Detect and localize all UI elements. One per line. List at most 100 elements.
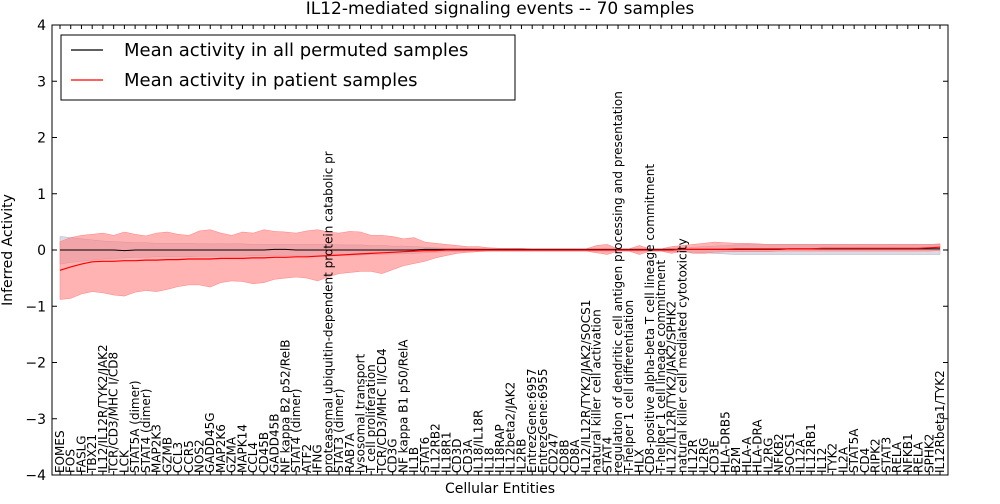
- x-tick-label: ATF2: [300, 444, 314, 473]
- x-tick-label: STAT5A: [847, 428, 861, 473]
- x-tick-label: IL1B: [407, 447, 421, 473]
- x-tick-label: GZMB: [160, 437, 174, 473]
- chart-title: IL12-mediated signaling events -- 70 sam…: [306, 0, 695, 19]
- x-tick-label: T-helper 1 cell differentiation: [622, 300, 636, 474]
- x-tick-label: HLA-DRA: [751, 419, 765, 473]
- x-tick-label: EOMES: [53, 430, 67, 473]
- y-tick-label: −1: [25, 299, 46, 315]
- x-tick-label: STAT6: [418, 437, 432, 473]
- x-tick-label: CD8B: [557, 440, 571, 474]
- x-tick-label: IL18: [482, 447, 496, 473]
- x-tick-label: SPHK2: [922, 434, 936, 473]
- x-tick-label: NF kappa B2 p52/RelB: [278, 339, 292, 473]
- x-tick-label: regulation of dendritic cell antigen pro…: [611, 91, 625, 473]
- x-tick-label: MAP2K6: [214, 424, 228, 473]
- confidence-band-2: [59, 229, 941, 300]
- x-tick-label: IL12/IL12R/TYK2/JAK2: [96, 344, 110, 473]
- x-tick-label: IL12beta2/JAK2: [504, 382, 518, 473]
- x-tick-label: T-helper 1 cell lineage commitment: [654, 260, 668, 474]
- x-tick-label: STAT4: [600, 437, 614, 473]
- x-tick-label: STAT5A (dimer): [128, 380, 142, 473]
- x-tick-label: IL12: [815, 448, 829, 474]
- y-axis-label: Inferred Activity: [0, 194, 16, 306]
- x-tick-label: IL2A: [836, 446, 850, 473]
- x-tick-label: STAT3 (dimer): [332, 389, 346, 473]
- x-tick-label: HLA-A: [740, 436, 754, 473]
- x-tick-label: T cell proliferation: [364, 364, 378, 474]
- x-tick-label: HLX: [633, 449, 647, 473]
- x-tick-label: IL2RG: [761, 438, 775, 474]
- x-tick-label: CD3G: [386, 438, 400, 473]
- y-tick-label: 0: [37, 243, 46, 259]
- x-tick-label: CD8-positive alpha-beta T cell lineage c…: [643, 164, 657, 473]
- x-tick-label: TYK2: [826, 443, 840, 474]
- x-tick-label: IL12RB2: [429, 423, 443, 473]
- x-tick-label: RAB7A: [343, 432, 357, 473]
- legend-entry: Mean activity in all permuted samples: [124, 40, 468, 61]
- x-tick-label: GADD45G: [203, 412, 217, 473]
- x-tick-label: EntrezGene:6955: [536, 369, 550, 474]
- plot-area: −4−3−2−101234EOMESFOSFASLGTBX21IL12/IL12…: [25, 18, 949, 484]
- x-tick-label: CCL4: [246, 442, 260, 473]
- x-tick-label: IL18/IL18R: [472, 410, 486, 473]
- x-tick-label: TCR/CD3/MHC II/CD4: [375, 348, 389, 474]
- x-tick-label: CCL3: [171, 442, 185, 473]
- x-tick-label: CCR5: [182, 440, 196, 473]
- x-tick-label: FASLG: [74, 435, 88, 473]
- y-tick-label: −2: [25, 356, 46, 372]
- x-tick-label: RELA: [912, 441, 926, 473]
- x-tick-label: NFKB2: [772, 433, 786, 473]
- x-tick-label: IL12A: [793, 439, 807, 473]
- x-tick-label: natural killer cell activation: [590, 309, 604, 473]
- x-tick-label: CD3D: [450, 439, 464, 474]
- x-tick-label: natural killer cell mediated cytotoxicit…: [675, 238, 689, 473]
- x-tick-label: CD247: [547, 432, 561, 473]
- x-tick-label: IL12R: [686, 439, 700, 473]
- x-tick-label: NOS2: [193, 439, 207, 473]
- x-tick-label: IL12RB1: [804, 423, 818, 473]
- y-tick-label: 1: [37, 187, 46, 203]
- x-tick-label: STAT3: [879, 437, 893, 473]
- y-tick-label: −4: [25, 468, 46, 484]
- x-tick-label: GADD45B: [268, 414, 282, 474]
- y-tick-label: 3: [37, 74, 46, 90]
- legend-box: [60, 34, 516, 101]
- x-tick-label: MAPK14: [235, 424, 249, 473]
- x-tick-label: IL2RG: [697, 438, 711, 474]
- legend: Mean activity in all permuted samples Mea…: [60, 34, 516, 101]
- x-tick-label: IFNG: [311, 444, 325, 473]
- x-tick-label: CD45B: [257, 432, 271, 473]
- x-tick-label: FOS: [64, 449, 78, 473]
- x-tick-label: IL2RB: [514, 439, 528, 473]
- x-tick-label: SOCS1: [783, 432, 797, 473]
- x-tick-label: NF kappa B1 p50/RelA: [396, 339, 410, 473]
- x-tick-label: lysosomal transport: [353, 353, 367, 473]
- x-tick-label: RELA: [890, 441, 904, 473]
- x-tick-label: TBX21: [85, 434, 99, 474]
- x-axis-label: Cellular Entities: [445, 481, 555, 497]
- x-tick-label: CD3A: [461, 439, 475, 473]
- x-tick-label: B2M: [729, 447, 743, 473]
- x-tick-label: IL12Rbeta1/TYK2: [933, 370, 947, 473]
- x-tick-label: EntrezGene:6957: [525, 369, 539, 474]
- x-tick-label: CD3E: [708, 440, 722, 473]
- x-tick-label: proteasomal ubiquitin-dependent protein …: [321, 151, 335, 473]
- x-tick-label: IL12/IL12R/TYK2/JAK2/SPHK2: [665, 301, 679, 473]
- series-line-patient: [59, 246, 941, 271]
- y-tick-label: −3: [25, 412, 46, 428]
- x-tick-label: LCK: [117, 449, 131, 473]
- x-tick-label: STAT4 (dimer): [289, 389, 303, 473]
- y-tick-label: 4: [37, 18, 46, 34]
- legend-entry: Mean activity in patient samples: [124, 70, 418, 91]
- x-tick-label: GZMA: [225, 436, 239, 473]
- x-tick-label: NFKB1: [901, 433, 915, 473]
- x-tick-label: IL18R1: [439, 432, 453, 473]
- x-tick-label: MAP2K3: [150, 424, 164, 473]
- x-tick-label: TCR/CD3/MHC I/CD8: [107, 352, 121, 474]
- x-tick-label: CD4: [858, 448, 872, 473]
- x-tick-label: RIPK2: [869, 438, 883, 473]
- y-tick-label: 2: [37, 131, 46, 147]
- x-tick-label: HLA-DRB5: [718, 411, 732, 473]
